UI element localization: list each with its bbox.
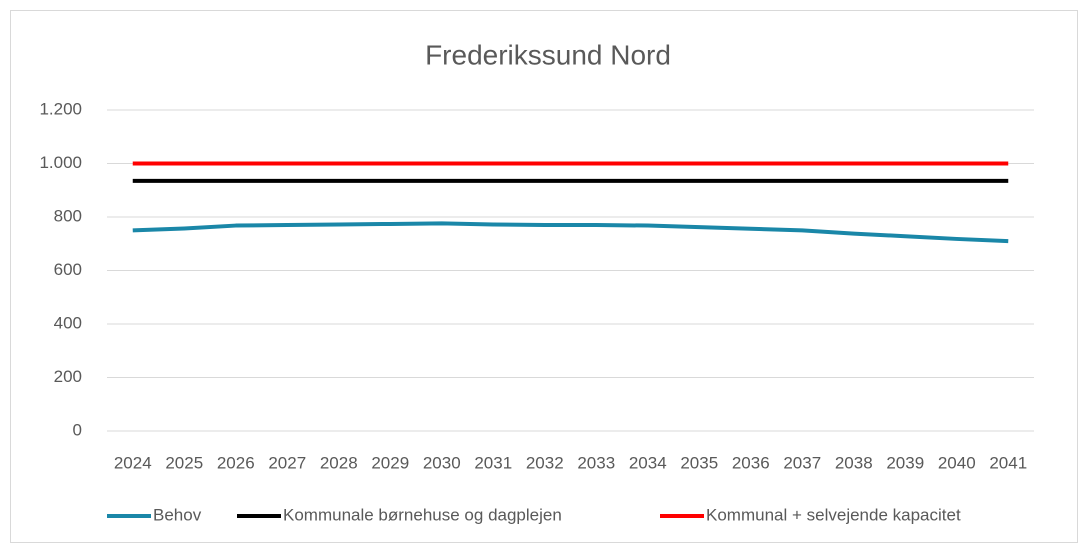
chart-title: Frederikssund Nord: [425, 39, 671, 70]
x-tick-label: 2031: [474, 453, 512, 472]
x-tick-label: 2040: [938, 453, 976, 472]
y-tick-label: 400: [54, 313, 82, 332]
y-tick-label: 800: [54, 206, 82, 225]
y-tick-label: 200: [54, 367, 82, 386]
x-tick-label: 2024: [114, 453, 152, 472]
data-line: [132, 221, 1009, 244]
x-tick-label: 2027: [268, 453, 306, 472]
x-tick-label: 2034: [629, 453, 667, 472]
x-tick-label: 2030: [423, 453, 461, 472]
legend-label: Kommunal + selvejende kapacitet: [706, 505, 961, 524]
x-tick-label: 2026: [217, 453, 255, 472]
legend-label: Behov: [153, 505, 202, 524]
x-tick-label: 2037: [783, 453, 821, 472]
y-tick-label: 0: [73, 420, 82, 439]
x-tick-label: 2029: [371, 453, 409, 472]
x-tick-label: 2025: [165, 453, 203, 472]
x-tick-label: 2033: [577, 453, 615, 472]
y-tick-label: 600: [54, 260, 82, 279]
x-tick-label: 2032: [526, 453, 564, 472]
x-tick-label: 2028: [320, 453, 358, 472]
x-tick-label: 2036: [732, 453, 770, 472]
x-tick-label: 2039: [886, 453, 924, 472]
y-tick-label: 1.000: [39, 153, 82, 172]
chart-border: [10, 10, 1078, 543]
x-tick-label: 2035: [680, 453, 718, 472]
x-tick-label: 2041: [989, 453, 1027, 472]
y-tick-label: 1.200: [39, 99, 82, 118]
x-tick-label: 2038: [835, 453, 873, 472]
legend-label: Kommunale børnehuse og dagplejen: [283, 505, 562, 524]
